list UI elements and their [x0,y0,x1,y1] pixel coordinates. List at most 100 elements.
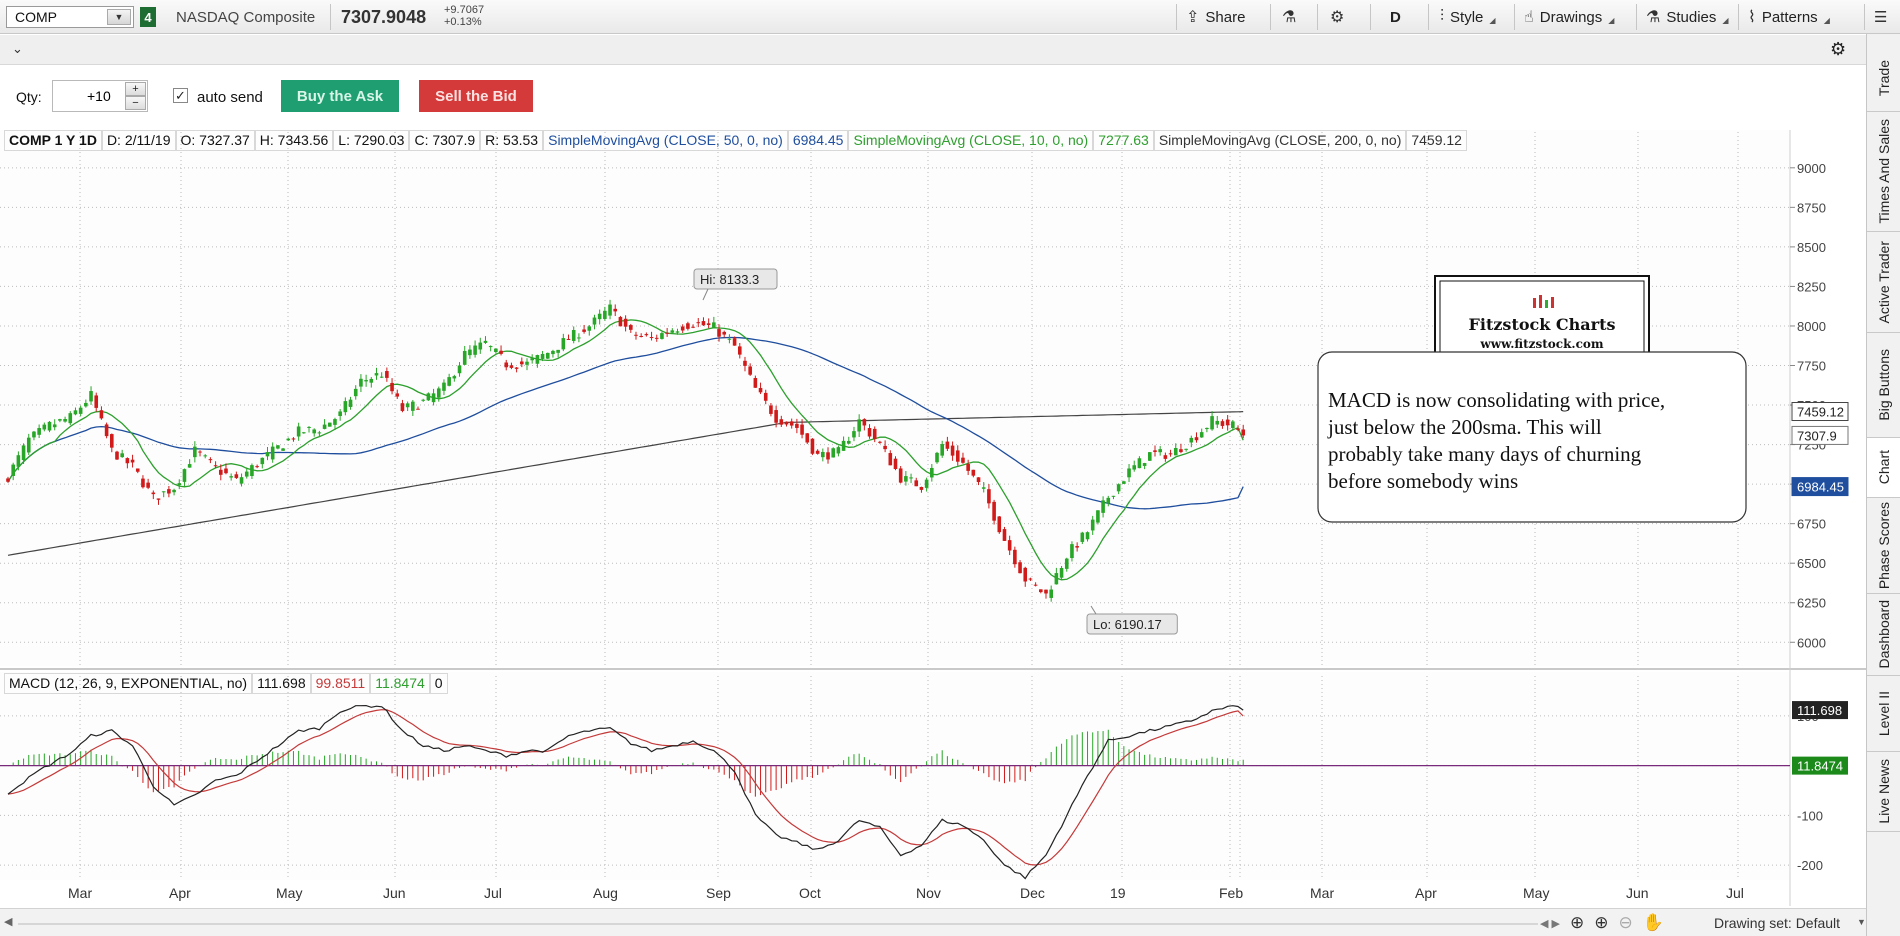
menu-icon[interactable]: ☰ [1874,9,1888,26]
candle-body [16,455,21,467]
candle-body [686,323,690,329]
candle-body [260,457,265,465]
qty-label: Qty: [16,89,42,105]
toolbar-divider [1636,4,1637,30]
candle-body [795,423,799,428]
macd-axis-label-box [1792,756,1848,775]
sma200-label: SimpleMovingAvg (CLOSE, 200, 0, no) [1153,130,1407,151]
drawing-set-selector[interactable]: Drawing set: Default [1714,915,1841,931]
chart-close: C: 7307.9 [409,130,481,151]
side-tab-big-buttons[interactable]: Big Buttons [1867,333,1900,438]
side-tab-trade[interactable]: Trade [1867,46,1900,112]
candle-body [955,450,960,462]
settings-button[interactable]: ⚙ [1330,0,1344,34]
candle-body [499,350,503,354]
qty-increment-button[interactable]: + [125,82,146,96]
toolbar-divider [330,4,331,30]
candle-body [400,403,405,411]
zoom-in-icon[interactable]: ⊕ [1594,913,1609,932]
studies-button[interactable]: ⚗ Studies ◢ [1646,0,1729,34]
candle-body [1122,481,1126,484]
candle-body [161,491,166,493]
candle-body [753,378,758,388]
patterns-button[interactable]: ⌇ Patterns ◢ [1748,0,1830,34]
link-number-badge[interactable]: 4 [140,7,156,27]
scroll-arrows-icon[interactable]: ◀ ▶ [1540,917,1560,930]
candle-body [452,376,457,379]
price-axis-label-box [1791,477,1849,497]
candle-body [58,419,62,421]
candle-body [701,321,706,326]
candle-body [1018,562,1022,574]
share-button[interactable]: ⇪ Share [1186,0,1245,34]
candle-body [317,432,322,434]
aggregation-button[interactable]: D [1390,0,1401,34]
logo-candle-icon [1539,295,1542,308]
candle-body [37,428,41,435]
candle-body [514,367,519,369]
side-tab-label: Phase Scores [1875,501,1892,590]
candle-body [302,432,306,434]
side-tab-phase-scores[interactable]: Phase Scores [1867,498,1900,594]
candle-body [904,476,908,482]
macd-axis-label: 111.698 [1797,703,1842,718]
chevron-down-icon: ◢ [1722,16,1729,25]
side-tab-chart[interactable]: Chart [1867,438,1900,498]
side-tab-times-and-sales[interactable]: Times And Sales [1867,112,1900,232]
candle-body [338,411,342,417]
high-annotation: Hi: 8133.3 [700,272,759,287]
chevron-down-icon[interactable]: ⌄ [12,41,23,56]
candle-body [6,478,10,482]
scroll-left-icon[interactable]: ◀ [4,916,13,928]
candle-body [483,340,488,343]
net-change: +9.7067 +0.13% [444,4,484,28]
candle-body [924,479,929,488]
qty-decrement-button[interactable]: − [125,96,146,110]
candle-body [1158,449,1162,453]
side-tab-level-ii[interactable]: Level II [1867,676,1900,752]
time-scrollbar[interactable] [18,923,1538,925]
candle-body [914,480,919,487]
candle-body [556,349,560,353]
pan-hand-icon[interactable]: ✋ [1642,913,1664,932]
toolbar-divider [1176,4,1177,30]
gear-icon[interactable]: ⚙ [1830,39,1847,59]
drawings-button[interactable]: ☝ Drawings ◢ [1524,0,1614,34]
net-change-value: +9.7067 [444,4,485,16]
auto-send-checkbox[interactable]: ✓ [173,88,188,103]
crosshair-icon[interactable]: ⊕ [1569,913,1585,932]
candle-body [1148,452,1152,461]
macd-diff: 11.8474 [370,673,430,694]
candle-body [1199,432,1204,438]
price-axis-label-box [1791,402,1849,422]
candle-body [815,450,820,454]
symbol-selector[interactable]: COMP ▼ [6,6,134,28]
style-button[interactable]: ⫶ Style ◢ [1440,0,1496,34]
chart-area[interactable]: 9000875085008250800077507500725070006750… [0,128,1866,908]
side-tab-active-trader[interactable]: Active Trader [1867,232,1900,333]
candle-body [135,468,140,472]
zoom-out-icon[interactable]: ⊖ [1618,913,1633,932]
side-tab-live-news[interactable]: Live News [1867,752,1900,832]
candle-body [327,422,332,427]
buy-the-ask-button[interactable]: Buy the Ask [281,80,399,112]
candle-body [265,452,270,457]
logo-url: www.fitzstock.com [1479,337,1603,351]
flask-button[interactable]: ⚗ [1282,0,1296,34]
price-axis-label: 7307.9 [1797,428,1837,443]
candle-body [198,451,202,453]
candle-body [473,345,477,355]
chevron-down-icon[interactable]: ▼ [1857,917,1866,927]
side-tab-dashboard[interactable]: Dashboard [1867,594,1900,676]
side-tab-label: Level II [1875,690,1892,737]
sell-the-bid-button[interactable]: Sell the Bid [419,80,533,112]
studies-icon: ⚗ [1646,9,1661,26]
candle-body [156,498,161,500]
candle-body [1215,420,1220,425]
candle-body [670,330,675,333]
price-axis-label: 6984.45 [1797,480,1844,495]
candle-body [748,366,752,375]
candle-body [717,329,721,337]
candle-body [976,477,981,483]
symbol-dropdown-button[interactable]: ▼ [107,9,131,25]
